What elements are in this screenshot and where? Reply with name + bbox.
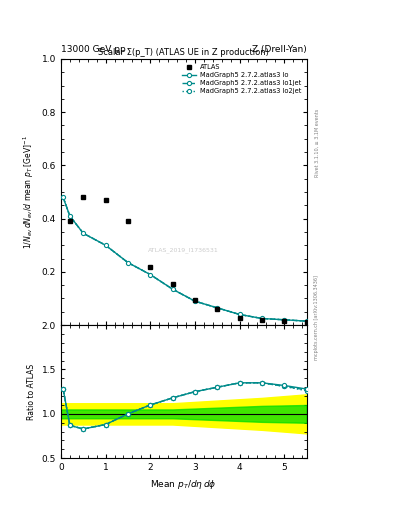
Title: Scalar Σ(p_T) (ATLAS UE in Z production): Scalar Σ(p_T) (ATLAS UE in Z production) (98, 48, 269, 57)
Legend: ATLAS, MadGraph5 2.7.2.atlas3 lo, MadGraph5 2.7.2.atlas3 lo1jet, MadGraph5 2.7.2: ATLAS, MadGraph5 2.7.2.atlas3 lo, MadGra… (180, 62, 303, 96)
Text: Z (Drell-Yan): Z (Drell-Yan) (252, 45, 307, 54)
Text: ATLAS_2019_I1736531: ATLAS_2019_I1736531 (148, 248, 219, 253)
Y-axis label: Ratio to ATLAS: Ratio to ATLAS (27, 364, 36, 420)
Y-axis label: $1/N_{ev}\,dN_{ev}/d$ mean $p_T$ [GeV]$^{-1}$: $1/N_{ev}\,dN_{ev}/d$ mean $p_T$ [GeV]$^… (22, 135, 36, 249)
Text: 13000 GeV pp: 13000 GeV pp (61, 45, 126, 54)
X-axis label: Mean $p_T/d\eta\,d\phi$: Mean $p_T/d\eta\,d\phi$ (151, 478, 217, 490)
Text: mcplots.cern.ch [arXiv:1306.3436]: mcplots.cern.ch [arXiv:1306.3436] (314, 275, 320, 360)
Text: Rivet 3.1.10, ≥ 3.1M events: Rivet 3.1.10, ≥ 3.1M events (314, 109, 320, 178)
